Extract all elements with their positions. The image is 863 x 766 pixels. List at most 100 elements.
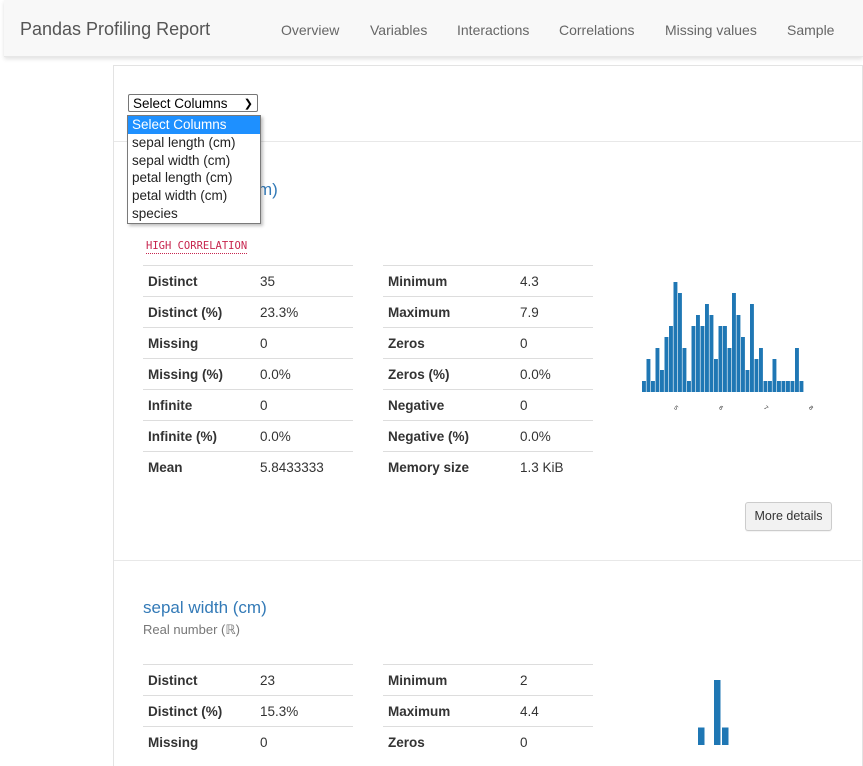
stat-row: Negative (%) 0.0% <box>383 420 593 452</box>
stat-label: Zeros <box>388 735 425 750</box>
select-columns-dropdown[interactable]: Select Columns ❯ <box>128 94 258 112</box>
histogram-bar <box>705 304 709 392</box>
nav-variables[interactable]: Variables <box>370 22 428 38</box>
nav-missing-values[interactable]: Missing values <box>665 22 757 38</box>
histogram-bar <box>673 282 678 392</box>
stat-value: 7.9 <box>520 305 539 320</box>
stat-label: Minimum <box>388 673 448 688</box>
stat-row: Distinct 23 <box>143 664 353 696</box>
stat-row: Missing 0 <box>143 726 353 758</box>
option-species[interactable]: species <box>132 205 178 221</box>
select-value: Select Columns <box>133 96 228 111</box>
option-petal-length[interactable]: petal length (cm) <box>132 170 233 186</box>
stat-label: Negative (%) <box>388 429 470 444</box>
histogram-bar <box>732 293 736 392</box>
histogram-bar <box>736 315 741 392</box>
histogram-bar <box>768 381 772 392</box>
histogram-bar <box>772 359 777 392</box>
stat-label: Missing (%) <box>148 367 224 382</box>
stat-value: 0.0% <box>260 429 291 444</box>
navbar: Pandas Profiling Report Overview Variabl… <box>4 0 863 57</box>
histogram-bar <box>781 381 786 392</box>
stat-label: Missing <box>148 735 199 750</box>
stat-label: Distinct (%) <box>148 305 223 320</box>
stat-row: Memory size 1.3 KiB <box>383 451 593 483</box>
more-details-button[interactable]: More details <box>745 502 832 531</box>
stat-label: Mean <box>148 460 183 475</box>
histogram-bar <box>718 326 723 392</box>
histogram-bar <box>790 381 795 392</box>
stat-value: 5.8433333 <box>260 460 324 475</box>
histogram-bar <box>678 293 682 392</box>
stat-value: 0 <box>520 398 528 413</box>
stat-row: Missing 0 <box>143 327 353 359</box>
histogram-bar <box>745 370 750 392</box>
histogram-bar <box>651 381 655 392</box>
stat-value: 0 <box>260 398 268 413</box>
variable-title[interactable]: m) <box>258 180 278 199</box>
divider <box>114 560 861 561</box>
stat-row: Negative 0 <box>383 389 593 421</box>
stat-value: 0 <box>520 336 528 351</box>
stat-label: Minimum <box>388 274 448 289</box>
option-petal-width[interactable]: petal width (cm) <box>132 188 228 204</box>
brand-title[interactable]: Pandas Profiling Report <box>20 19 211 39</box>
histogram-bar <box>709 315 714 392</box>
stat-label: Maximum <box>388 704 451 719</box>
histogram-bar <box>723 326 727 392</box>
stat-label: Infinite <box>148 398 193 413</box>
histogram-bar <box>750 304 754 392</box>
nav-correlations[interactable]: Correlations <box>559 22 635 38</box>
histogram-bar <box>669 326 673 392</box>
nav-overview[interactable]: Overview <box>281 22 340 38</box>
histogram-bar <box>682 348 687 392</box>
histogram-chart <box>698 680 729 745</box>
stat-label: Distinct <box>148 274 198 289</box>
histogram-bar <box>687 381 691 392</box>
stat-row: Zeros 0 <box>383 726 593 758</box>
stat-value: 23 <box>260 673 276 688</box>
divider <box>114 141 861 142</box>
option-sepal-length[interactable]: sepal length (cm) <box>132 134 236 150</box>
stat-row: Mean 5.8433333 <box>143 451 353 483</box>
stat-row: Infinite 0 <box>143 389 353 421</box>
option-sepal-width[interactable]: sepal width (cm) <box>132 152 231 168</box>
stat-value: 4.4 <box>520 704 539 719</box>
histogram-bar <box>714 359 718 392</box>
stat-value: 0.0% <box>520 429 551 444</box>
stat-label: Distinct (%) <box>148 704 223 719</box>
nav-interactions[interactable]: Interactions <box>457 22 530 38</box>
variable-title[interactable]: sepal width (cm) <box>143 598 267 617</box>
x-tick-label: 5 <box>672 405 679 412</box>
nav-sample[interactable]: Sample <box>787 22 835 38</box>
stat-value: 23.3% <box>260 305 299 320</box>
histogram-bar <box>660 370 664 392</box>
stat-row: Zeros 0 <box>383 327 593 359</box>
stat-label: Infinite (%) <box>148 429 217 444</box>
histogram-bar <box>786 381 790 392</box>
option-select-columns[interactable]: Select Columns <box>128 116 260 134</box>
stat-label: Memory size <box>388 460 470 475</box>
stat-value: 0 <box>260 336 268 351</box>
stat-value: 1.3 KiB <box>520 460 564 475</box>
x-tick-label: 6 <box>717 405 724 412</box>
stat-row: Distinct 35 <box>143 265 353 297</box>
stat-value: 0.0% <box>260 367 291 382</box>
stat-row: Maximum 4.4 <box>383 695 593 727</box>
histogram-bar <box>777 381 781 392</box>
high-correlation-badge[interactable]: HIGH CORRELATION <box>146 240 248 254</box>
stat-value: 0 <box>520 735 528 750</box>
stat-row: Maximum 7.9 <box>383 296 593 328</box>
histogram-bar <box>722 727 729 745</box>
stat-value: 15.3% <box>260 704 299 719</box>
stat-label: Zeros (%) <box>388 367 450 382</box>
stat-row: Missing (%) 0.0% <box>143 358 353 390</box>
chevron-down-icon: ❯ <box>243 98 253 110</box>
histogram-bar <box>795 348 799 392</box>
stat-label: Zeros <box>388 336 425 351</box>
histogram-bar <box>642 381 646 392</box>
histogram-bar <box>696 315 700 392</box>
stat-label: Negative <box>388 398 445 413</box>
histogram-bar <box>646 359 651 392</box>
stat-value: 0.0% <box>520 367 551 382</box>
